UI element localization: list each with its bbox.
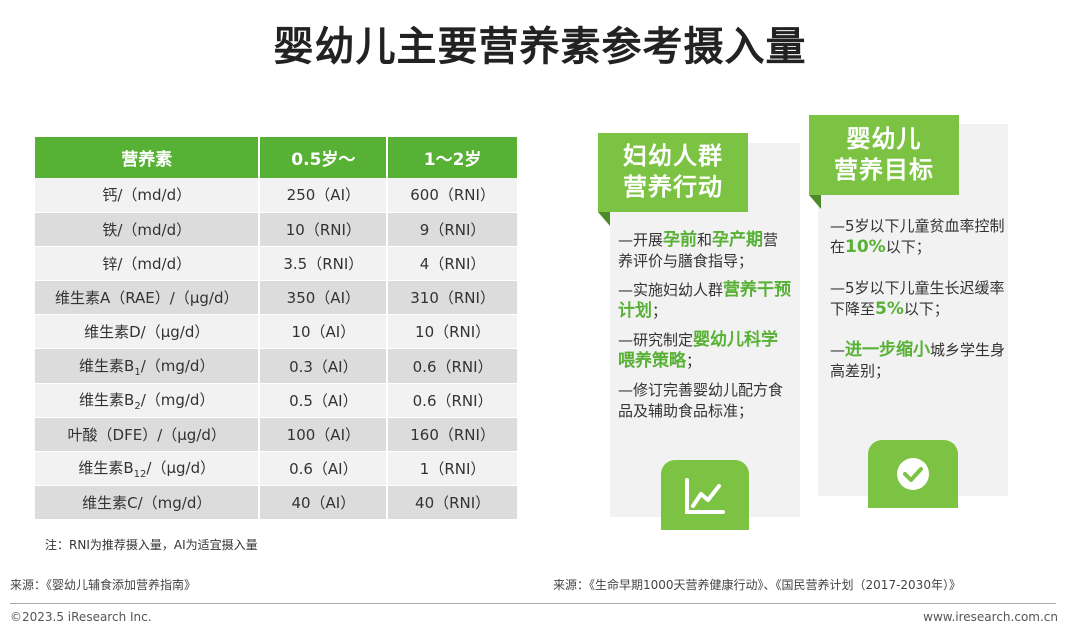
list-item: —研究制定婴幼儿科学喂养策略；: [618, 330, 779, 371]
nutrient-name: 铁/（md/d）: [35, 212, 261, 247]
value-age-1-2: 4（RNI）: [387, 246, 519, 282]
table-row: 维生素C/（mg/d） 40（AI） 40（RNI）: [35, 485, 519, 521]
table-row: 维生素B1/（mg/d） 0.3（AI） 0.6（RNI）: [35, 348, 519, 384]
goal-list: —5岁以下儿童贫血率控制在10%以下； —5岁以下儿童生长迟缓率下降至5%以下；…: [830, 216, 1005, 402]
banner-title-line1: 婴幼儿: [846, 125, 922, 153]
header-nutrient: 营养素: [35, 137, 261, 178]
nutrient-table: 营养素 0.5岁～ 1～2岁 钙/（md/d） 250（AI） 600（RNI） 铁/…: [35, 137, 519, 521]
value-age-half: 10（RNI）: [259, 212, 389, 247]
maternal-child-action-banner: 妇幼人群 营养行动: [598, 133, 748, 212]
table-header-row: 营养素 0.5岁～ 1～2岁: [35, 137, 519, 178]
value-age-1-2: 1（RNI）: [387, 451, 519, 487]
table-note: 注：RNI为推荐摄入量，AI为适宜摄入量: [45, 538, 258, 552]
table-row: 叶酸（DFE）/（μg/d） 100（AI） 160（RNI）: [35, 417, 519, 453]
value-age-1-2: 600（RNI）: [387, 178, 519, 213]
value-age-half: 40（AI）: [259, 485, 389, 521]
line-chart-icon: [661, 460, 749, 530]
banner-fold: [598, 212, 610, 226]
value-age-1-2: 10（RNI）: [387, 314, 519, 350]
table-row: 铁/（md/d） 10（RNI） 9（RNI）: [35, 212, 519, 247]
footer-divider: [10, 603, 1056, 604]
action-list: —开展孕前和孕产期营养评价与膳食指导； —实施妇幼人群营养干预计划； —研究制定…: [618, 230, 793, 430]
value-age-half: 350（AI）: [259, 280, 389, 316]
nutrient-name: 维生素B1/（mg/d）: [35, 348, 261, 384]
value-age-half: 0.6（AI）: [259, 451, 389, 487]
banner-fold: [809, 195, 821, 209]
nutrient-name: 维生素C/（mg/d）: [35, 485, 261, 521]
table-row: 维生素B12/（μg/d） 0.6（AI） 1（RNI）: [35, 451, 519, 487]
source-right: 来源：《生命早期1000天营养健康行动》、《国民营养计划（2017-2030年）…: [553, 578, 961, 592]
value-age-1-2: 40（RNI）: [387, 485, 519, 521]
value-age-1-2: 9（RNI）: [387, 212, 519, 247]
nutrient-name: 钙/（md/d）: [35, 178, 261, 213]
value-age-half: 10（AI）: [259, 314, 389, 350]
nutrient-name: 维生素B12/（μg/d）: [35, 451, 261, 487]
nutrient-name: 维生素B2/（mg/d）: [35, 383, 261, 418]
list-item: —开展孕前和孕产期营养评价与膳食指导；: [618, 230, 779, 270]
value-age-half: 250（AI）: [259, 178, 389, 213]
banner-title-line2: 营养目标: [834, 156, 934, 184]
value-age-1-2: 310（RNI）: [387, 280, 519, 316]
table-row: 钙/（md/d） 250（AI） 600（RNI）: [35, 178, 519, 213]
table-row: 锌/（md/d） 3.5（RNI） 4（RNI）: [35, 246, 519, 282]
list-item: —实施妇幼人群营养干预计划；: [618, 280, 792, 321]
nutrient-name: 叶酸（DFE）/（μg/d）: [35, 417, 261, 453]
banner-title-line1: 妇幼人群: [623, 142, 723, 170]
table-row: 维生素A（RAE）/（μg/d） 350（AI） 310（RNI）: [35, 280, 519, 316]
nutrient-name: 锌/（md/d）: [35, 246, 261, 282]
value-age-1-2: 0.6（RNI）: [387, 383, 519, 418]
list-item: —5岁以下儿童贫血率控制在10%以下；: [830, 217, 1005, 257]
value-age-half: 100（AI）: [259, 417, 389, 453]
list-item: —修订完善婴幼儿配方食品及辅助食品标准；: [618, 381, 784, 420]
value-age-half: 0.5（AI）: [259, 383, 389, 418]
banner-title-line2: 营养行动: [623, 173, 723, 201]
header-age-half: 0.5岁～: [259, 137, 389, 178]
list-item: —进一步缩小城乡学生身高差别；: [830, 340, 1006, 380]
table-row: 维生素D/（μg/d） 10（AI） 10（RNI）: [35, 314, 519, 350]
nutrient-name: 维生素D/（μg/d）: [35, 314, 261, 350]
infant-nutrition-goal-banner: 婴幼儿 营养目标: [809, 115, 959, 195]
header-age-1-2: 1～2岁: [387, 137, 519, 178]
value-age-1-2: 0.6（RNI）: [387, 348, 519, 384]
website: www.iresearch.com.cn: [923, 610, 1058, 624]
nutrient-name: 维生素A（RAE）/（μg/d）: [35, 280, 261, 316]
value-age-1-2: 160（RNI）: [387, 417, 519, 453]
value-age-half: 3.5（RNI）: [259, 246, 389, 282]
value-age-half: 0.3（AI）: [259, 348, 389, 384]
copyright: ©2023.5 iResearch Inc.: [10, 610, 152, 624]
page-title: 婴幼儿主要营养素参考摄入量: [273, 24, 807, 70]
source-left: 来源：《婴幼儿辅食添加营养指南》: [10, 578, 197, 592]
table-row: 维生素B2/（mg/d） 0.5（AI） 0.6（RNI）: [35, 383, 519, 418]
check-circle-icon: [868, 440, 958, 508]
list-item: —5岁以下儿童生长迟缓率下降至5%以下；: [830, 279, 1005, 319]
